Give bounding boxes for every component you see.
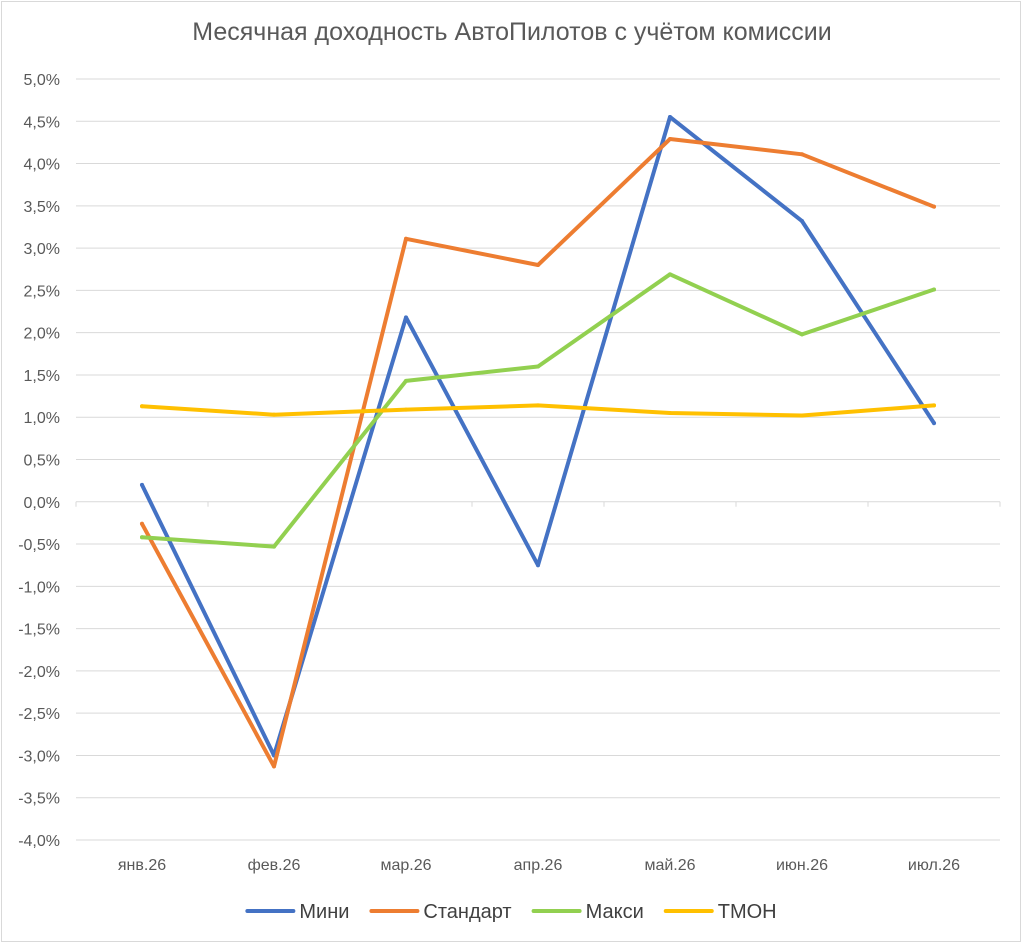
legend: Мини Стандарт Макси ТМОН [245, 901, 777, 923]
data-point [404, 315, 408, 320]
legend-label: Стандарт [423, 901, 511, 923]
data-point [800, 332, 804, 337]
data-point [932, 287, 936, 292]
data-point [668, 410, 672, 415]
y-tick-label: 1,0% [24, 410, 60, 427]
y-tick-label: 0,5% [24, 453, 60, 470]
y-tick-label: -3,5% [18, 791, 60, 808]
y-tick-label: 4,0% [24, 157, 60, 174]
data-point [536, 563, 540, 568]
y-tick-label: -2,5% [18, 706, 60, 723]
data-point [140, 521, 144, 526]
series-line-2 [140, 137, 936, 769]
x-tick-label: июн.26 [776, 857, 828, 874]
data-point [404, 236, 408, 241]
x-axis-ticks: янв.26 фев.26 мар.26 апр.26 май.26 июн.26 июл.… [118, 857, 960, 874]
legend-label: ТМОН [718, 901, 777, 923]
data-point [272, 412, 276, 417]
data-point [668, 272, 672, 277]
data-point [536, 263, 540, 268]
y-tick-label: -4,0% [18, 833, 60, 850]
y-tick-label: 4,5% [24, 114, 60, 131]
x-tick-label: май.26 [644, 857, 695, 874]
y-axis-ticks: 5,0% 4,5% 4,0% 3,5% 3,0% 2,5% 2,0% 1,5% 1,0% 0,5%… [18, 72, 60, 850]
y-tick-label: -1,0% [18, 579, 60, 596]
y-tick-label: 3,5% [24, 199, 60, 216]
data-point [932, 403, 936, 408]
y-tick-label: -1,5% [18, 622, 60, 639]
data-point [140, 535, 144, 540]
y-tick-label: 3,0% [24, 241, 60, 258]
data-point [932, 204, 936, 209]
data-point [272, 544, 276, 549]
data-point [536, 364, 540, 369]
data-point [932, 421, 936, 426]
x-tick-label: фев.26 [248, 857, 301, 874]
data-point [800, 152, 804, 157]
data-point [140, 482, 144, 487]
data-point [536, 403, 540, 408]
y-tick-label: 2,5% [24, 283, 60, 300]
x-tick-label: июл.26 [908, 857, 960, 874]
gridlines [75, 78, 1001, 841]
y-tick-label: 1,5% [24, 368, 60, 385]
data-point [668, 137, 672, 142]
data-point [272, 764, 276, 769]
y-tick-label: 0,0% [24, 495, 60, 512]
y-tick-label: -3,0% [18, 748, 60, 765]
data-point [800, 413, 804, 418]
series-lines [140, 115, 936, 769]
x-tick-label: апр.26 [514, 857, 563, 874]
data-point [140, 404, 144, 409]
legend-label: Макси [586, 901, 644, 923]
y-tick-label: 5,0% [24, 72, 60, 89]
series-line-3 [140, 272, 936, 549]
x-tick-label: мар.26 [380, 857, 431, 874]
data-point [404, 407, 408, 412]
y-tick-label: -0,5% [18, 537, 60, 554]
data-point [404, 378, 408, 383]
chart-title: Месячная доходность АвтоПилотов с учётом… [192, 18, 832, 46]
data-point [668, 115, 672, 120]
legend-label: Мини [299, 901, 349, 923]
data-point [800, 219, 804, 224]
y-tick-label: 2,0% [24, 326, 60, 343]
series-line-1 [140, 115, 936, 758]
y-tick-label: -2,0% [18, 664, 60, 681]
x-tick-label: янв.26 [118, 857, 166, 874]
